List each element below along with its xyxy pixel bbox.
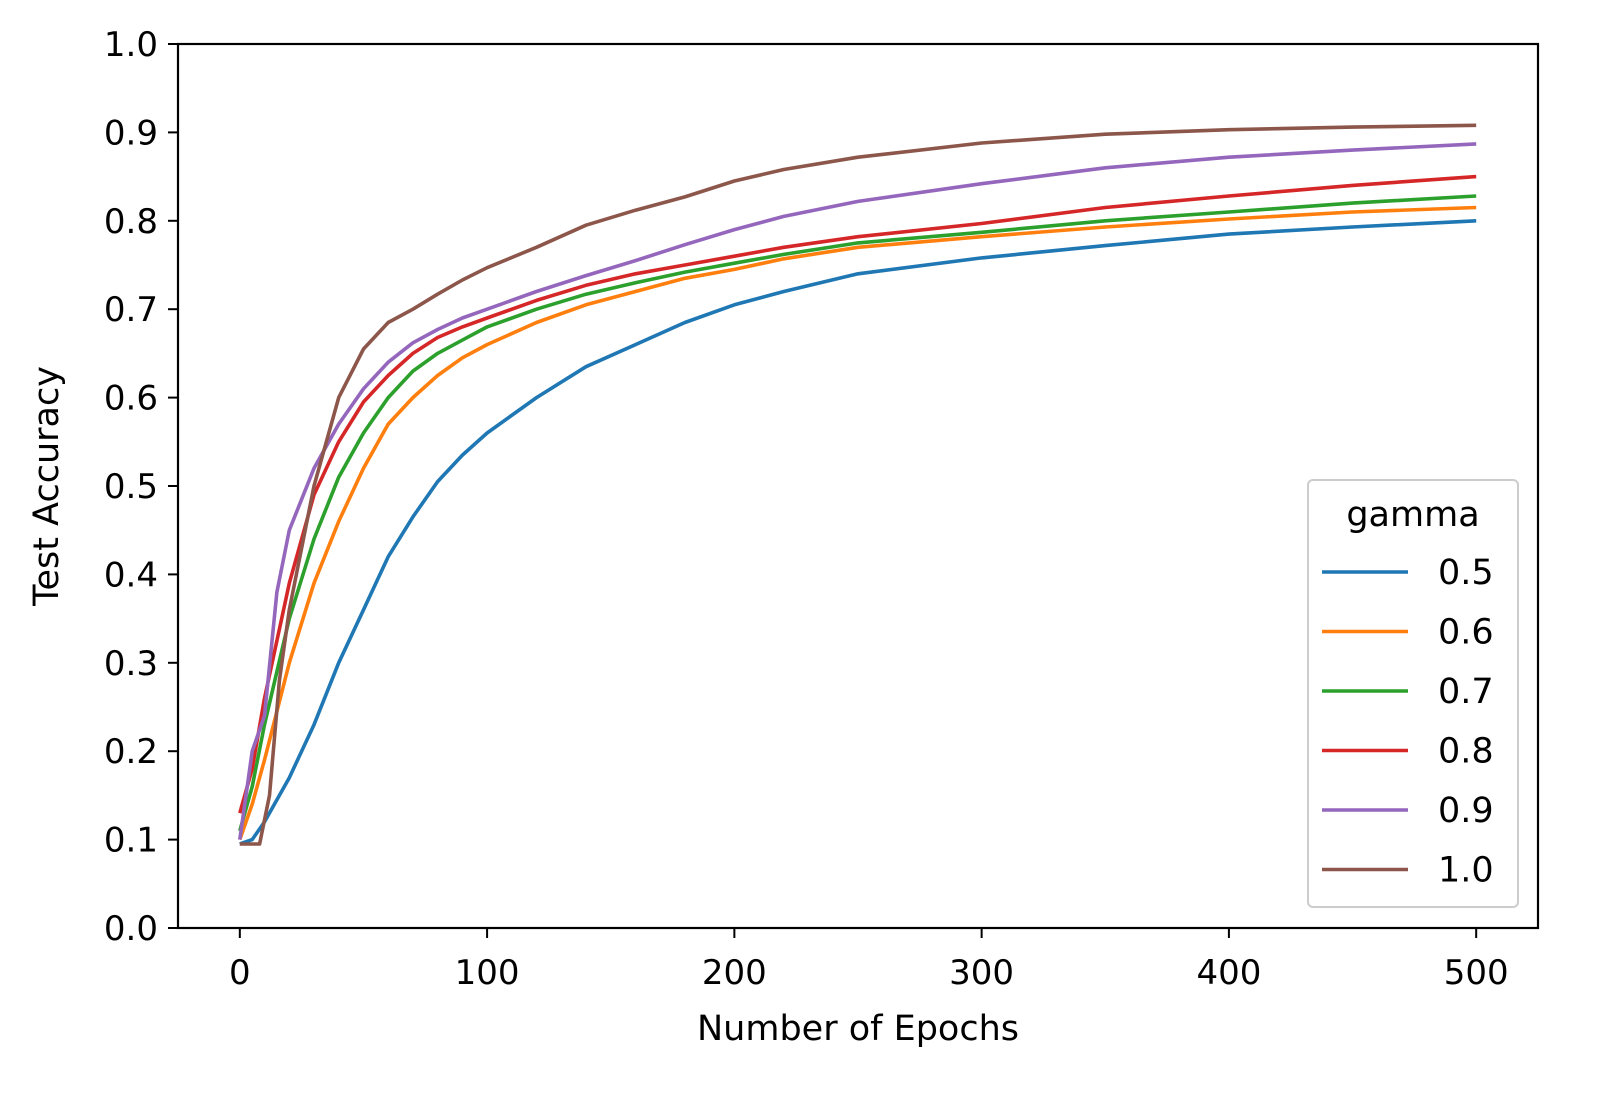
y-axis-ticks: 0.0 0.1 0.2 0.3 0.4 0.5 0.6 0.7 0.8 0.9 1.0: [104, 25, 178, 949]
legend-label: 1.0: [1438, 851, 1494, 891]
legend-label: 0.5: [1438, 553, 1494, 593]
y-tick-label: 0.4: [104, 555, 158, 595]
y-tick-label: 0.2: [104, 732, 158, 772]
series-line-1: [238, 205, 1477, 841]
y-tick-label: 0.3: [104, 644, 158, 684]
x-tick-label: 200: [702, 953, 767, 993]
legend-title: gamma: [1346, 495, 1479, 535]
x-tick-label: 100: [455, 953, 520, 993]
y-tick-label: 1.0: [104, 25, 158, 65]
legend-label: 0.6: [1438, 613, 1494, 653]
legend: gamma 0.5 0.6 0.7 0.8 0.9 1.0: [1307, 479, 1519, 908]
y-tick-label: 0.8: [104, 202, 158, 242]
series-layer: [238, 123, 1477, 846]
legend-label: 0.9: [1438, 791, 1494, 831]
y-tick-label: 0.9: [104, 113, 158, 153]
legend-label: 0.7: [1438, 672, 1494, 712]
y-tick-label: 0.7: [104, 290, 158, 330]
y-tick-label: 0.6: [104, 379, 158, 419]
y-tick-label: 0.0: [104, 909, 158, 949]
series-line-5: [239, 123, 1477, 846]
x-tick-label: 400: [1196, 953, 1261, 993]
x-tick-label: 500: [1444, 953, 1509, 993]
y-axis-label: Test Accuracy: [27, 366, 67, 607]
x-axis-ticks: 0 100 200 300 400 500: [229, 928, 1509, 993]
x-axis-label: Number of Epochs: [697, 1009, 1019, 1049]
series-line-4: [238, 142, 1477, 840]
series-line-0: [239, 219, 1477, 846]
y-tick-label: 0.1: [104, 821, 158, 861]
legend-box: [1307, 479, 1519, 908]
x-tick-label: 300: [949, 953, 1014, 993]
y-tick-label: 0.5: [104, 467, 158, 507]
series-line-2: [238, 194, 1477, 832]
legend-entries: 0.5 0.6 0.7 0.8 0.9 1.0: [1322, 553, 1494, 891]
x-tick-label: 0: [229, 953, 251, 993]
legend-label: 0.8: [1438, 732, 1494, 772]
